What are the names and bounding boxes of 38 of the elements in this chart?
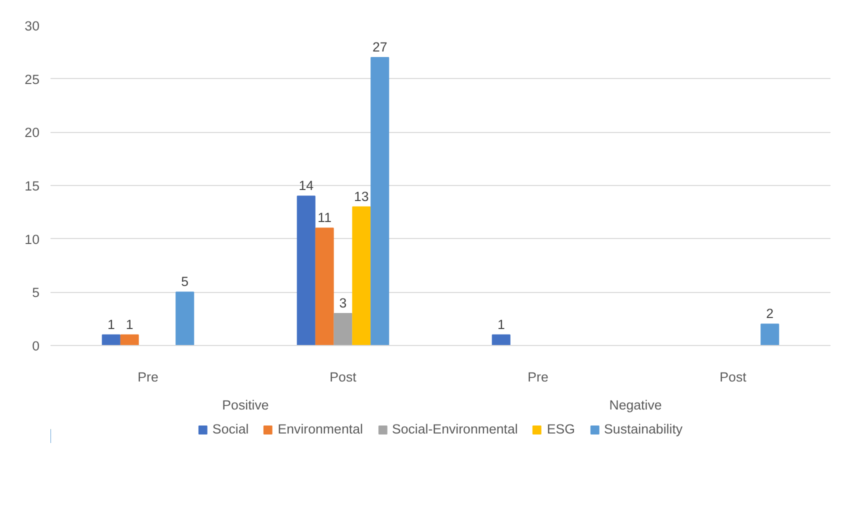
- data-label: 14: [298, 178, 314, 194]
- bar: [492, 334, 510, 346]
- data-label: 13: [354, 188, 369, 204]
- bar: [120, 334, 139, 346]
- y-tick-label: 5: [32, 285, 40, 300]
- bar: [296, 196, 316, 346]
- data-label: 1: [497, 316, 505, 332]
- data-label: 11: [318, 210, 332, 226]
- data-label: 27: [372, 40, 388, 54]
- y-tick-label: 0: [32, 338, 40, 354]
- bar: [102, 334, 120, 346]
- x-tick-label: Post: [330, 370, 357, 384]
- x-tick-label: Post: [720, 370, 747, 384]
- legend-label: Environmental: [278, 422, 363, 436]
- x-tick-label: Pre: [138, 370, 158, 384]
- y-tick-label: 15: [24, 178, 40, 194]
- legend-label: Social: [212, 422, 249, 436]
- data-label: 1: [107, 316, 115, 332]
- data-label: 5: [181, 274, 189, 290]
- text: Positive: [222, 398, 269, 412]
- bar: [760, 324, 780, 346]
- y-tick-label: 30: [24, 18, 40, 34]
- data-label: 1: [126, 316, 134, 332]
- legend-label: Sustainability: [604, 422, 683, 436]
- y-tick-label: 25: [24, 72, 40, 87]
- bar: [315, 228, 334, 346]
- data-label: 3: [339, 296, 347, 310]
- legend-label: ESG: [546, 422, 576, 436]
- y-tick-label: 10: [24, 232, 40, 247]
- x-tick-label: Pre: [528, 370, 548, 384]
- bar: [334, 313, 352, 346]
- bar: [352, 206, 371, 346]
- data-label: 2: [766, 306, 774, 322]
- text: Negative: [609, 398, 662, 412]
- bar: [370, 57, 390, 346]
- bar: [176, 292, 194, 346]
- y-tick-label: 20: [24, 125, 40, 140]
- legend-label: Social-Environmental: [392, 422, 518, 436]
